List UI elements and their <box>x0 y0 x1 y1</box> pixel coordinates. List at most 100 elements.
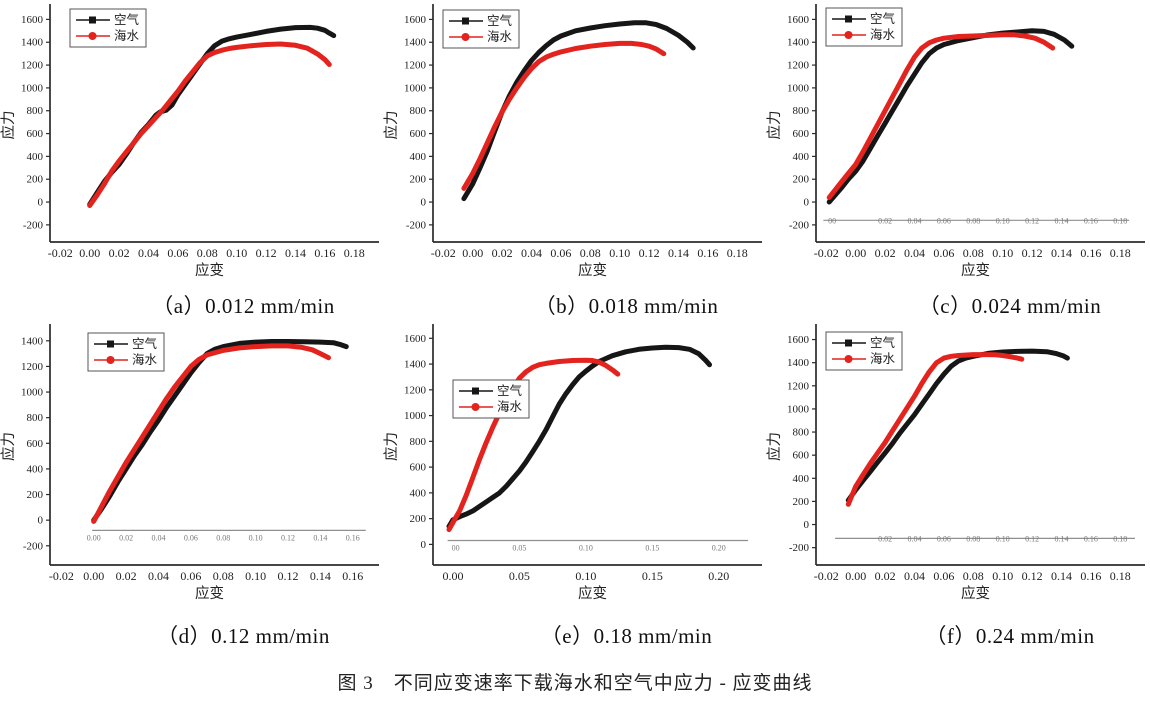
y-tick-label: 1600 <box>404 14 427 26</box>
inner-axis-artifact: 00 0.02 0.04 0.06 0.08 0.10 0.12 0.14 0.16 0.18 <box>823 216 1130 225</box>
y-tick-label: 600 <box>410 462 427 474</box>
x-tick-label: 0.10 <box>245 569 266 583</box>
y-tick-label: 800 <box>410 436 427 448</box>
x-tick-label: 0.08 <box>197 246 218 260</box>
y-tick-label: 1600 <box>21 14 44 26</box>
y-tick-label: 1600 <box>787 14 810 26</box>
y-tick-label: 200 <box>793 174 810 186</box>
x-tick-label: 0.18 <box>1110 569 1131 583</box>
inner-axis-tick-label: 00 <box>452 544 460 553</box>
inner-axis-tick-label: 0.20 <box>712 544 726 553</box>
inner-axis-tick-label: 00 <box>828 216 836 225</box>
chart-caption-d: （d）0.12 mm/min <box>157 624 330 648</box>
x-tick-label: 0.20 <box>708 569 729 583</box>
y-axis-title: 应力 <box>0 111 17 140</box>
chart-d-svg: 0.00 0.02 0.04 0.06 0.08 0.10 0.12 0.14 0.16 1400… <box>0 324 379 602</box>
x-axis-title: 应变 <box>578 584 607 602</box>
x-tick-label: -0.02 <box>49 569 74 583</box>
x-tick-label: 0.10 <box>609 246 630 260</box>
y-tick-label: 200 <box>27 489 44 501</box>
inner-axis-tick-label: 0.10 <box>579 544 593 553</box>
x-tick-label: 0.12 <box>1022 246 1043 260</box>
x-tick-label: 0.00 <box>79 246 100 260</box>
y-tick-label: 1400 <box>21 335 44 347</box>
series-curve-air <box>446 344 712 529</box>
inner-axis-tick-label: 0.12 <box>281 533 295 542</box>
y-tick-label: 200 <box>410 174 427 186</box>
y-tick-label: 200 <box>410 513 427 525</box>
inner-axis-tick-label: 0.14 <box>313 533 327 542</box>
x-tick-label: -0.02 <box>48 246 73 260</box>
x-tick-label: 0.06 <box>933 569 954 583</box>
y-tick-label: 1000 <box>787 403 810 415</box>
axes: 1600 1400 1200 1000 800 600 400 200 0 0.00 0.05 0.1… <box>404 324 762 583</box>
legend-label-air: 空气 <box>870 335 896 350</box>
y-axis-title: 应力 <box>383 111 400 140</box>
y-tick-label: 400 <box>27 463 44 475</box>
charts-row-bottom: 0.00 0.02 0.04 0.06 0.08 0.10 0.12 0.14 0.16 1400… <box>0 320 1150 650</box>
inner-axis-tick-label: 0.04 <box>151 533 165 542</box>
inner-axis-tick-label: 0.18 <box>1113 216 1127 225</box>
x-tick-label: 0.14 <box>1051 569 1072 583</box>
y-tick-label: 1400 <box>404 37 427 49</box>
x-tick-label: 0.08 <box>213 569 234 583</box>
x-tick-label: 0.15 <box>642 569 663 583</box>
legend-circle-marker-icon <box>471 403 480 411</box>
inner-axis-tick-label: 0.14 <box>1054 216 1068 225</box>
x-tick-label: 0.16 <box>1080 246 1101 260</box>
x-tick-label: 0.18 <box>727 246 748 260</box>
chart-a-svg: 1600 1400 1200 1000 800 600 400 200 0 -200 -0.02 0.… <box>0 4 379 278</box>
series-curve-sea <box>461 40 667 191</box>
legend-label-air: 空气 <box>114 12 140 27</box>
chart-panel-c: 00 0.02 0.04 0.06 0.08 0.10 0.12 0.14 0.16 0.18 16… <box>766 0 1150 320</box>
x-tick-label: 0.00 <box>462 246 483 260</box>
inner-axis-tick-label: 0.16 <box>1084 534 1098 543</box>
y-tick-label: -200 <box>789 219 810 231</box>
y-tick-label: 0 <box>804 519 810 531</box>
series-curve-sea <box>446 357 621 533</box>
x-tick-label: 0.04 <box>148 569 169 583</box>
x-tick-label: 0.08 <box>963 569 984 583</box>
axes: 1600 1400 1200 1000 800 600 400 200 0 -200 -0.02 0.… <box>787 4 1145 260</box>
chart-caption-a: （a）0.012 mm/min <box>152 294 335 318</box>
legend-square-marker-icon <box>845 339 852 347</box>
x-tick-label: 0.06 <box>167 246 188 260</box>
y-tick-label: 800 <box>410 105 427 117</box>
inner-axis-tick-label: 0.08 <box>966 216 980 225</box>
x-tick-label: 0.18 <box>344 246 365 260</box>
y-tick-label: 1200 <box>21 60 44 72</box>
y-tick-label: 600 <box>27 438 44 450</box>
inner-axis-tick-label: 0.12 <box>1025 216 1039 225</box>
y-tick-label: 1400 <box>21 37 44 49</box>
chart-e-svg: 00 0.05 0.10 0.15 0.20 1600 1400 1200 1000 800 600… <box>383 324 762 602</box>
y-tick-label: 600 <box>410 128 427 140</box>
x-tick-label: 0.00 <box>845 569 866 583</box>
x-tick-label: 0.00 <box>442 569 463 583</box>
legend-circle-marker-icon <box>88 32 97 40</box>
x-tick-label: -0.02 <box>814 569 839 583</box>
y-tick-label: 1400 <box>404 359 427 371</box>
chart-f-svg: 0.02 0.04 0.06 0.08 0.10 0.12 0.14 0.16 0.181600… <box>766 324 1145 602</box>
x-tick-label: 0.00 <box>845 246 866 260</box>
inner-axis-tick-label: 0.05 <box>512 544 526 553</box>
series-curve-air <box>845 348 1070 503</box>
y-tick-label: -200 <box>23 219 44 231</box>
inner-axis-tick-label: 0.04 <box>907 534 921 543</box>
x-tick-label: 0.16 <box>1080 569 1101 583</box>
inner-axis-tick-label: 0.16 <box>346 533 360 542</box>
x-axis-title: 应变 <box>195 584 224 602</box>
legend-label-sea: 海水 <box>497 399 523 414</box>
chart-panel-f: 0.02 0.04 0.06 0.08 0.10 0.12 0.14 0.16 0.18 1600… <box>766 320 1150 650</box>
y-tick-label: 600 <box>27 128 44 140</box>
y-tick-label: 800 <box>27 105 44 117</box>
x-tick-label: 0.06 <box>550 246 571 260</box>
y-tick-label: 1000 <box>404 82 427 94</box>
x-tick-label: 0.12 <box>256 246 277 260</box>
inner-axis-tick-label: 0.10 <box>996 534 1010 543</box>
legend-label-sea: 海水 <box>487 29 513 44</box>
chart-caption-b: （b）0.018 mm/min <box>534 294 719 318</box>
legend-label-air: 空气 <box>497 383 523 398</box>
